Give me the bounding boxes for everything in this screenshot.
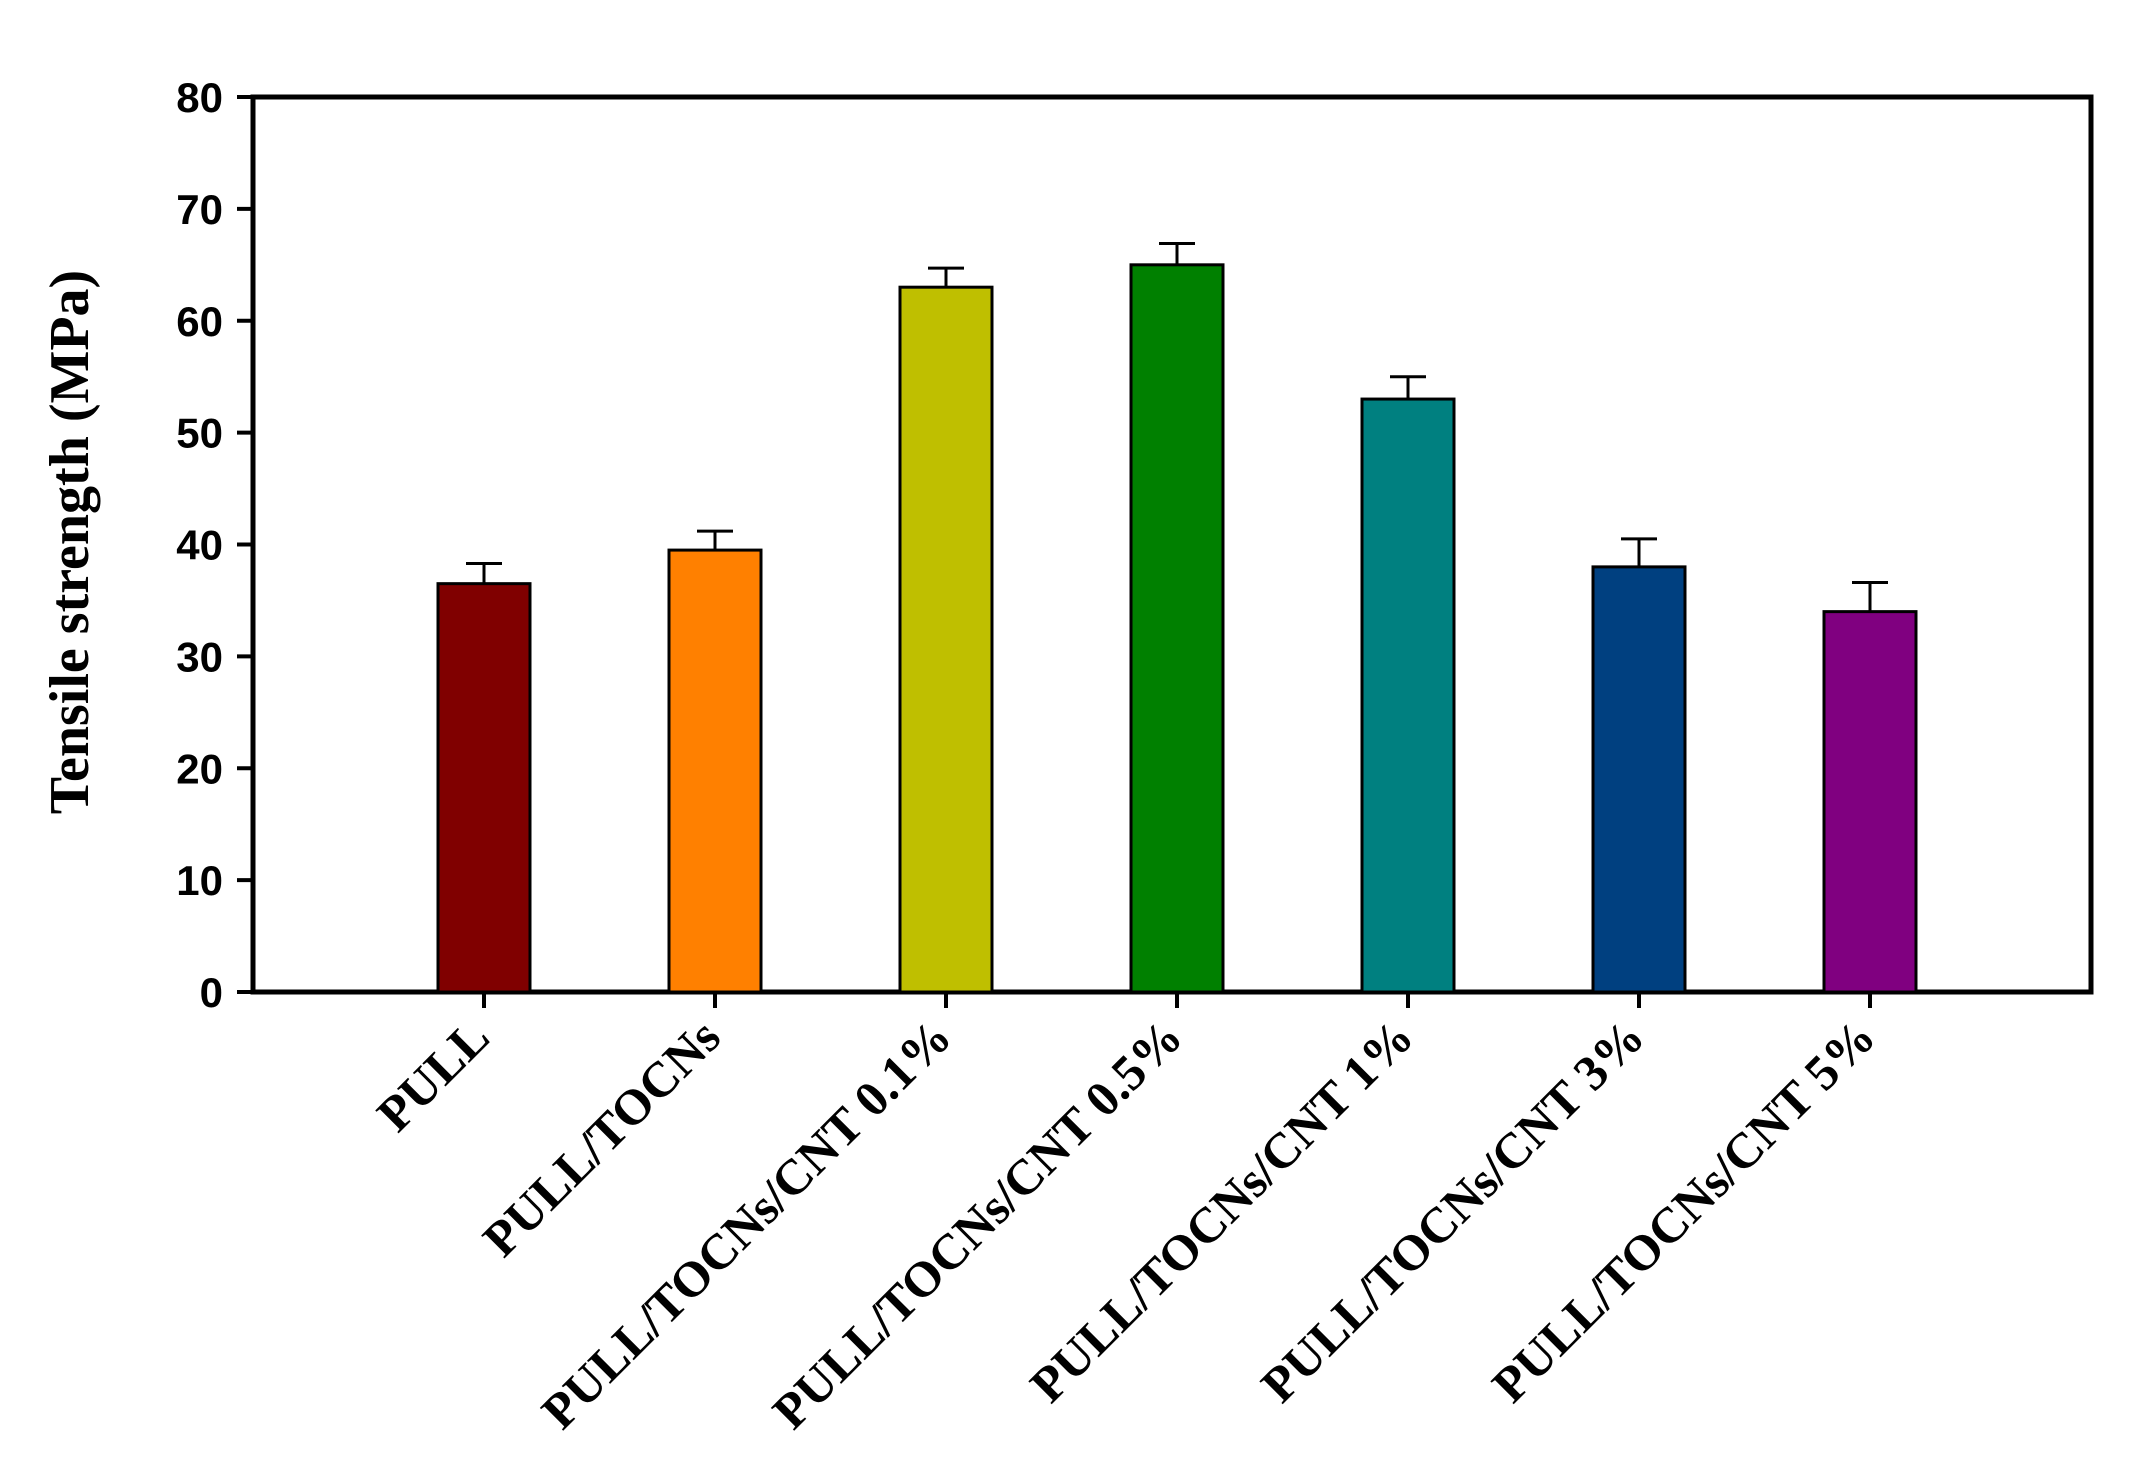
y-tick-label: 80 — [176, 74, 223, 121]
x-category-label: PULL/TOCNs/CNT 1% — [1019, 1008, 1424, 1413]
y-tick-label: 60 — [176, 298, 223, 345]
x-category-label: PULL/TOCNs/CNT 3% — [1250, 1008, 1655, 1413]
y-tick-label: 50 — [176, 410, 223, 457]
bar — [898, 285, 994, 994]
y-tick-label: 20 — [176, 745, 223, 792]
bar — [1591, 565, 1687, 994]
x-category-label: PULL/TOCNs/CNT 0.1% — [531, 1008, 962, 1439]
bar — [1129, 263, 1225, 994]
x-category-label: PULL — [366, 1008, 500, 1142]
x-category-label: PULL/TOCNs/CNT 5% — [1481, 1008, 1886, 1413]
y-tick-label: 70 — [176, 186, 223, 233]
y-axis: 0 10 20 30 40 50 60 70 80 — [176, 74, 253, 1016]
x-category-label: PULL/TOCNs — [472, 1008, 731, 1267]
bar — [667, 548, 763, 994]
y-tick-label: 10 — [176, 857, 223, 904]
x-category-label: PULL/TOCNs/CNT 0.5% — [762, 1008, 1193, 1439]
bar — [1822, 610, 1918, 994]
y-tick-label: 30 — [176, 633, 223, 680]
y-axis-title: Tensile strength (MPa) — [39, 270, 101, 814]
bar — [436, 582, 532, 994]
bars — [436, 263, 1918, 994]
y-tick-label: 40 — [176, 522, 223, 569]
y-tick-label: 0 — [200, 969, 223, 1016]
bar — [1360, 397, 1456, 994]
error-bars — [466, 242, 1888, 612]
